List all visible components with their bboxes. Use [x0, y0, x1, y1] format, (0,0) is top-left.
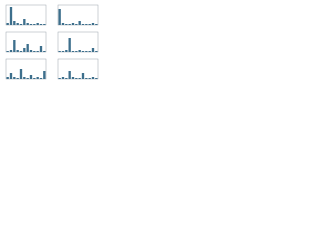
bar	[26, 44, 29, 52]
bar	[23, 77, 26, 79]
bar	[95, 24, 98, 25]
bar	[13, 40, 16, 52]
panel-frame	[5, 31, 47, 53]
panel-frame	[57, 31, 99, 53]
bar	[29, 50, 33, 52]
bar	[9, 50, 13, 52]
bar	[16, 23, 19, 25]
bar	[23, 19, 26, 25]
page: {"chart_data": [ {"type": "bar", "color"…	[0, 0, 100, 84]
bar	[88, 51, 91, 52]
bar	[43, 24, 46, 25]
panel-frame	[5, 4, 47, 26]
bar	[85, 24, 88, 25]
bar	[9, 7, 13, 25]
bar	[33, 78, 36, 79]
bar	[61, 51, 65, 52]
bar	[68, 38, 71, 52]
bar	[9, 73, 13, 79]
bar	[36, 51, 39, 52]
bar	[91, 48, 95, 52]
bar	[71, 23, 75, 25]
bar	[19, 51, 23, 52]
bar	[58, 78, 61, 79]
bar	[43, 51, 46, 52]
panel-frame	[57, 58, 99, 80]
bar	[6, 23, 9, 25]
bar	[26, 78, 29, 79]
bar	[95, 78, 98, 79]
bar	[13, 77, 16, 79]
bar	[23, 48, 26, 52]
bar	[78, 50, 81, 52]
bar	[85, 51, 88, 52]
bar	[71, 77, 75, 79]
bar	[75, 51, 78, 52]
bar	[6, 77, 9, 79]
bar	[39, 78, 43, 79]
bar	[81, 24, 85, 25]
bar	[26, 23, 29, 25]
bar	[65, 78, 68, 79]
bar	[36, 77, 39, 79]
bar	[36, 23, 39, 25]
bar	[16, 78, 19, 79]
bar	[75, 24, 78, 25]
bar	[39, 24, 43, 25]
bar	[75, 78, 78, 79]
bar	[91, 77, 95, 79]
bar	[78, 78, 81, 79]
bar	[29, 75, 33, 79]
bar	[91, 23, 95, 25]
bar	[33, 51, 36, 52]
bar	[19, 69, 23, 79]
panel-frame	[5, 58, 47, 80]
bar	[81, 73, 85, 79]
bar	[68, 24, 71, 25]
bar	[68, 71, 71, 79]
bar	[6, 51, 9, 52]
bar	[88, 78, 91, 79]
bar	[58, 9, 61, 25]
bar	[39, 46, 43, 52]
bar	[43, 71, 46, 79]
bar	[81, 51, 85, 52]
bar	[29, 24, 33, 25]
bar	[13, 21, 16, 25]
bar	[65, 50, 68, 52]
bar	[58, 51, 61, 52]
chart-grid	[5, 4, 99, 80]
bar	[61, 23, 65, 25]
bar	[78, 21, 81, 25]
bar	[88, 24, 91, 25]
panel-frame	[57, 4, 99, 26]
bar	[16, 50, 19, 52]
bar	[71, 51, 75, 52]
bar	[65, 24, 68, 25]
bar	[95, 51, 98, 52]
bar	[85, 78, 88, 79]
bar	[61, 77, 65, 79]
bar	[33, 24, 36, 25]
bar	[19, 24, 23, 25]
